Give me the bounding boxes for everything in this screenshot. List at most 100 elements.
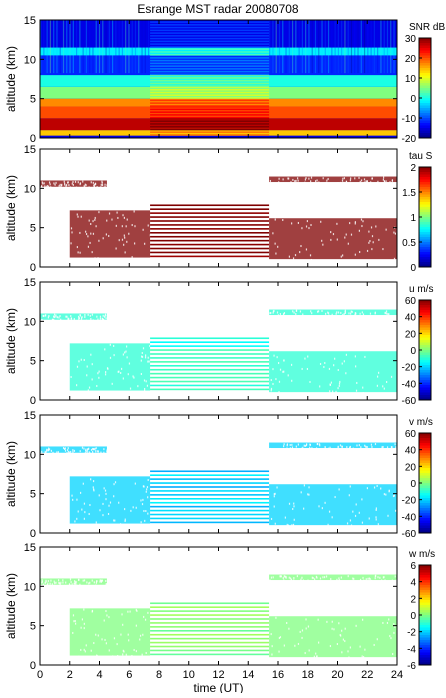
gap-speck (93, 183, 96, 186)
gap-speck (287, 177, 289, 180)
gap-speck (355, 624, 357, 627)
gap-speck (337, 182, 339, 185)
y-tick-label: 0 (30, 262, 36, 274)
colorbar-cell (419, 315, 431, 318)
colorbar-tick-label: 0 (410, 263, 416, 274)
gap-speck (101, 579, 103, 582)
gap-speck (144, 356, 147, 359)
data-stripe-w (150, 622, 270, 624)
gap-speck (64, 449, 67, 452)
snr-stripe (314, 20, 317, 74)
snr-stripe (311, 20, 313, 74)
colorbar-cell (419, 78, 431, 81)
gap-speck (92, 448, 95, 451)
plot-area-w (40, 574, 397, 659)
gap-speck (374, 443, 377, 446)
colorbar-tick-label: -6 (407, 661, 416, 672)
gap-speck (331, 627, 333, 630)
gap-speck (73, 318, 75, 321)
gap-speck (301, 636, 303, 639)
snr-gap-stripe (150, 128, 270, 131)
gap-speck (70, 227, 73, 230)
gap-speck (109, 343, 111, 346)
panel-v: 0 5 10 15 altitude (km) v m/s60 40 20 0 -20 -40 -60 (4, 410, 433, 540)
gap-speck (339, 380, 341, 383)
gap-speck (92, 232, 95, 235)
gap-speck (58, 316, 60, 319)
gap-speck (106, 367, 109, 370)
gap-speck (105, 317, 107, 320)
gap-speck (122, 623, 124, 626)
data-stripe-v (150, 509, 270, 512)
data-stripe-w (150, 649, 270, 652)
gap-speck (124, 236, 126, 239)
gap-speck (95, 183, 97, 186)
gap-speck (368, 241, 370, 244)
gap-speck (316, 442, 318, 445)
colorbar-tick-label: 30 (405, 34, 417, 45)
gap-speck (91, 313, 93, 316)
gap-speck (86, 374, 88, 377)
gap-speck (305, 248, 308, 251)
gap-speck (318, 443, 321, 446)
gap-speck (42, 182, 44, 185)
gap-speck (91, 378, 93, 381)
colorbar-cell (419, 73, 431, 76)
gap-speck (275, 616, 277, 619)
snr-stripe (147, 20, 150, 74)
data-region-tau-4 (269, 176, 397, 183)
gap-speck (47, 184, 49, 187)
gap-speck (322, 576, 324, 579)
gap-speck (278, 181, 280, 184)
gap-speck (85, 233, 88, 236)
gap-speck (83, 622, 85, 625)
colorbar-tick-label: 20 (405, 329, 417, 340)
x-tick-label: 10 (183, 669, 195, 681)
data-region-tau-3 (40, 180, 107, 187)
gap-speck (141, 352, 143, 355)
gap-speck (374, 311, 376, 314)
gap-speck (113, 344, 115, 347)
colorbar-cell (419, 259, 431, 263)
colorbar-cell (419, 590, 431, 593)
colorbar-tick-label: 0 (410, 346, 416, 357)
gap-speck (282, 370, 284, 373)
gap-speck (86, 452, 89, 455)
gap-speck (85, 319, 88, 322)
gap-speck (360, 179, 363, 182)
gap-speck (50, 579, 52, 582)
gap-speck (332, 233, 335, 236)
gap-speck (326, 179, 328, 182)
gap-speck (79, 231, 81, 234)
gap-speck (375, 516, 377, 519)
gap-speck (90, 448, 93, 451)
gap-speck (91, 610, 93, 613)
colorbar-cell (419, 118, 431, 121)
colorbar-cell (419, 567, 431, 571)
colorbar-cell (419, 93, 431, 96)
gap-speck (102, 317, 104, 320)
data-stripe-u (150, 349, 270, 351)
gap-speck (352, 577, 354, 580)
gap-speck (111, 382, 113, 385)
gap-speck (63, 447, 66, 450)
colorbar-tick-label: -4 (407, 644, 416, 655)
gap-speck (106, 450, 108, 453)
snr-stripe (272, 20, 274, 74)
gap-speck (70, 317, 73, 320)
colorbar-cell (419, 595, 431, 598)
gap-speck (311, 576, 313, 579)
snr-gap-stripe (150, 131, 270, 133)
gap-speck (345, 233, 347, 236)
gap-speck (270, 389, 272, 392)
gap-speck (123, 650, 125, 653)
gap-speck (90, 353, 92, 356)
gap-speck (308, 486, 310, 489)
colorbar-cell (419, 513, 431, 516)
gap-speck (140, 499, 142, 502)
colorbar-cell (419, 468, 431, 471)
gap-speck (340, 255, 342, 258)
gap-speck (83, 358, 85, 361)
gap-speck (328, 367, 331, 370)
gap-speck (142, 633, 144, 636)
